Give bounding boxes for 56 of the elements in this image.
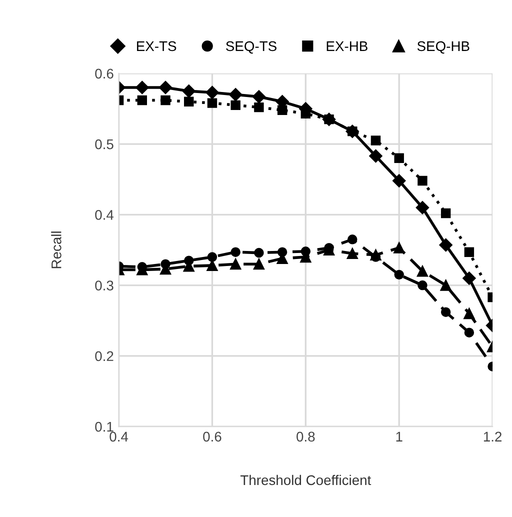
- legend-label: SEQ-HB: [417, 41, 470, 54]
- point: [369, 149, 382, 163]
- point: [136, 80, 149, 94]
- point: [277, 105, 288, 115]
- x-tick-label: 0.8: [296, 432, 315, 442]
- y-tick-label: 0.2: [95, 351, 114, 362]
- point: [464, 328, 474, 338]
- point: [394, 242, 405, 254]
- y-tick-label: 0.3: [95, 280, 114, 290]
- point: [418, 280, 428, 290]
- point: [392, 174, 406, 188]
- point: [348, 234, 358, 244]
- point: [160, 95, 170, 106]
- y-tick-label: 0.6: [95, 68, 114, 79]
- point: [137, 95, 148, 106]
- point: [254, 102, 264, 112]
- point: [416, 201, 430, 214]
- point: [253, 258, 264, 270]
- point: [462, 272, 476, 285]
- point: [228, 88, 242, 102]
- x-tick-label: 1: [396, 432, 402, 442]
- x-axis-title: Threshold Coefficient: [240, 474, 372, 486]
- point: [418, 176, 428, 186]
- x-tick-label: 0.6: [203, 432, 222, 442]
- point: [440, 307, 451, 317]
- point: [184, 96, 194, 107]
- point: [370, 249, 382, 260]
- point: [464, 247, 474, 257]
- point: [394, 153, 404, 164]
- point: [207, 252, 218, 262]
- point: [207, 98, 218, 108]
- point: [394, 270, 404, 280]
- point: [416, 266, 428, 277]
- point: [158, 80, 172, 94]
- x-tick-label: 0.4: [110, 432, 128, 442]
- y-tick-label: 0.5: [95, 139, 114, 150]
- point: [206, 86, 219, 100]
- point: [252, 90, 266, 104]
- legend-label: EX-HB: [326, 41, 368, 51]
- y-tick-label: 0.1: [95, 422, 114, 432]
- x-tick-label: 1.2: [484, 432, 502, 442]
- point: [182, 84, 196, 98]
- point: [230, 258, 242, 270]
- point: [440, 208, 451, 218]
- y-axis-title: Recall: [51, 232, 62, 268]
- point: [439, 238, 452, 252]
- point: [230, 247, 240, 257]
- point: [464, 308, 475, 320]
- point: [440, 280, 452, 291]
- legend-label: SEQ-TS: [226, 41, 276, 54]
- point: [370, 136, 381, 146]
- point: [346, 248, 358, 260]
- y-tick-label: 0.4: [95, 210, 114, 220]
- point: [254, 248, 264, 258]
- point: [230, 100, 240, 110]
- legend-label: EX-TS: [137, 41, 176, 52]
